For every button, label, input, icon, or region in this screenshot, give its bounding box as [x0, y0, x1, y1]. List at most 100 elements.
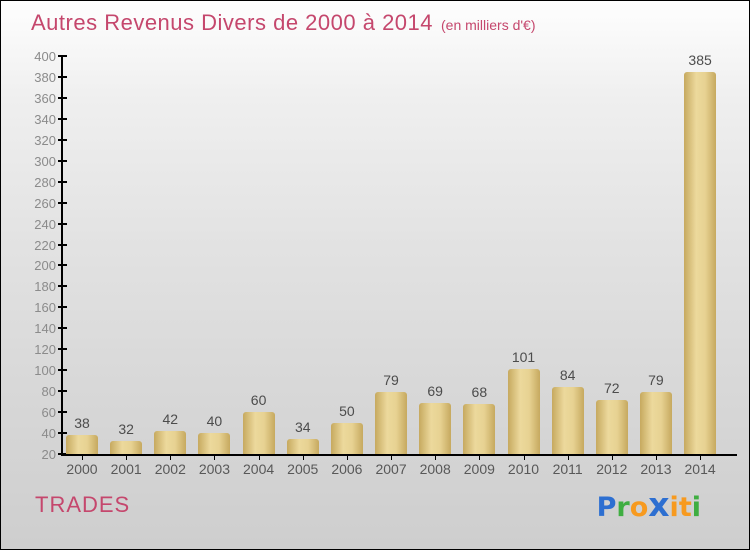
chart-header: Autres Revenus Divers de 2000 à 2014 (en …	[31, 10, 536, 36]
company-name: TRADES	[35, 492, 131, 517]
y-tick-label: 300	[34, 153, 56, 169]
chart-title: Autres Revenus Divers de 2000 à 2014	[31, 10, 434, 35]
x-tick	[655, 456, 657, 460]
x-tick	[523, 456, 525, 460]
logo-letter-6: i	[691, 492, 701, 523]
y-tick	[58, 264, 67, 267]
y-tick	[58, 201, 67, 204]
bar-value-2005: 34	[294, 419, 311, 436]
y-tick-label: 200	[34, 258, 56, 274]
bar-value-2008: 69	[427, 382, 443, 399]
y-tick	[58, 75, 67, 78]
y-tick-label: 240	[34, 216, 56, 232]
x-tick	[435, 456, 437, 460]
bar-2012	[595, 399, 628, 454]
bar-2006	[330, 422, 363, 454]
x-tick-label-2001: 2001	[110, 461, 142, 477]
y-tick-label: 180	[34, 279, 56, 295]
bar-2002	[154, 430, 187, 454]
y-tick	[58, 453, 67, 455]
x-tick-label-2004: 2004	[243, 461, 275, 477]
x-tick	[170, 456, 172, 460]
x-tick	[700, 456, 702, 460]
x-tick-label-2006: 2006	[331, 461, 363, 477]
bar-value-2003: 40	[206, 413, 223, 430]
y-tick-label: 80	[41, 384, 56, 400]
bar-value-2006: 50	[339, 402, 355, 419]
logo-letter-0: P	[596, 492, 617, 523]
bar-2014	[684, 71, 717, 454]
bar-2008	[419, 402, 452, 454]
y-tick	[58, 285, 67, 288]
y-tick	[58, 327, 67, 330]
y-tick	[58, 222, 67, 225]
bar-2005	[286, 439, 319, 454]
bar-2007	[375, 392, 408, 454]
bar-value-2013: 79	[648, 372, 664, 389]
x-tick-label-2011: 2011	[552, 461, 583, 477]
bar-value-2000: 38	[74, 415, 90, 432]
proxiti-logo: Proxiti	[597, 485, 701, 528]
logo-letter-2: o	[629, 492, 649, 523]
bar-2003	[198, 433, 231, 454]
x-tick-label-2012: 2012	[596, 461, 628, 477]
bar-value-2001: 32	[118, 421, 134, 438]
y-tick-label: 220	[34, 237, 56, 253]
y-tick	[58, 348, 67, 351]
x-tick	[214, 456, 216, 460]
y-tick	[58, 369, 67, 372]
x-tick-label-2007: 2007	[375, 461, 407, 477]
x-tick	[479, 456, 481, 460]
y-tick-label: 360	[34, 90, 56, 106]
bar-2001	[110, 441, 143, 454]
bar-value-2010: 101	[511, 349, 536, 366]
y-tick	[58, 55, 67, 57]
y-tick	[58, 411, 67, 414]
y-tick	[58, 117, 67, 120]
y-tick	[58, 306, 67, 309]
y-tick	[58, 432, 67, 435]
logo-letter-4: i	[669, 492, 679, 523]
bar-value-2002: 42	[162, 410, 179, 427]
x-tick-label-2002: 2002	[154, 461, 186, 477]
y-tick-label: 140	[34, 321, 56, 337]
bar-2010	[507, 369, 540, 454]
y-tick-label: 60	[41, 405, 56, 421]
bar-value-2011: 84	[559, 366, 576, 383]
x-tick-label-2013: 2013	[640, 461, 672, 477]
y-tick	[58, 243, 67, 246]
bar-2000	[66, 435, 98, 454]
bar-value-2012: 72	[604, 379, 620, 396]
y-tick-label: 160	[34, 300, 56, 316]
x-tick	[126, 456, 128, 460]
y-tick	[58, 180, 67, 183]
y-tick-label: 40	[41, 426, 56, 442]
x-tick	[611, 456, 613, 460]
y-tick-label: 120	[34, 342, 56, 358]
bar-value-2014: 385	[688, 51, 712, 68]
x-tick	[567, 456, 569, 460]
y-tick-label: 340	[34, 111, 56, 127]
x-tick	[302, 456, 304, 460]
x-tick-label-2000: 2000	[66, 461, 98, 477]
bar-value-2007: 79	[383, 372, 399, 389]
bar-value-2004: 60	[250, 392, 267, 409]
x-tick	[82, 456, 83, 460]
x-tick-label-2009: 2009	[463, 461, 495, 477]
y-tick-label: 400	[34, 49, 56, 64]
bar-2004	[242, 412, 275, 454]
logo-letter-5: t	[678, 492, 692, 523]
y-tick	[58, 138, 67, 141]
y-tick	[58, 390, 67, 393]
x-axis-line	[61, 454, 737, 456]
x-tick-label-2010: 2010	[507, 461, 540, 477]
y-tick-label: 380	[34, 69, 56, 85]
y-tick-label: 320	[34, 132, 56, 148]
y-tick	[58, 96, 67, 99]
y-axis-line	[61, 55, 63, 455]
chart-subtitle: (en milliers d'€)	[441, 17, 536, 33]
bar-2011	[551, 386, 584, 454]
y-tick-label: 280	[34, 174, 56, 190]
y-tick	[58, 159, 67, 162]
